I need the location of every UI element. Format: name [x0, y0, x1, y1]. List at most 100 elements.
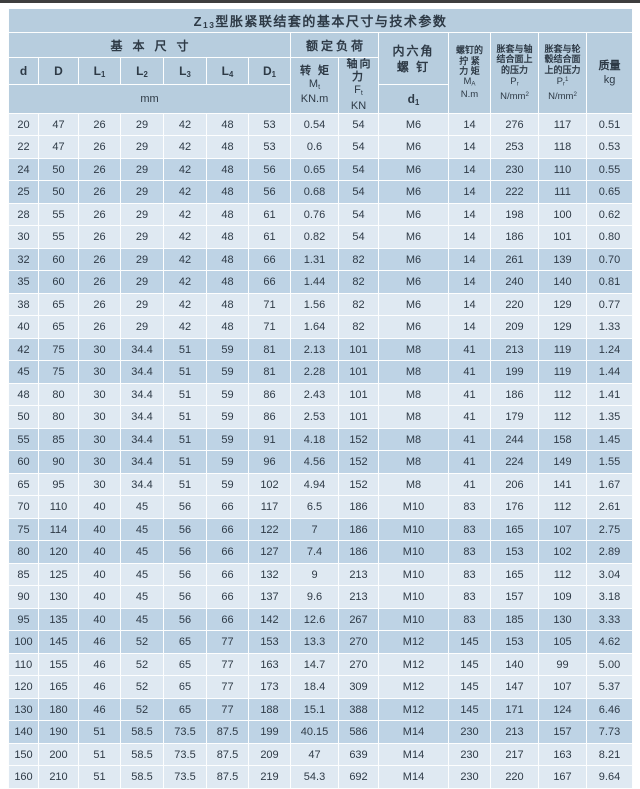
pressure-shaft-line1: 胀套与轴	[496, 43, 533, 54]
cell: 34.4	[120, 472, 164, 497]
cell: 34.4	[120, 360, 164, 384]
cell: 82	[338, 270, 379, 294]
cell: 56	[163, 607, 207, 632]
cell: 120	[38, 540, 79, 564]
col-header-D1: D1	[248, 56, 291, 86]
pressure-shaft-line3: 的压力	[500, 64, 528, 75]
cell: 65	[163, 697, 207, 722]
cell: 171	[490, 697, 539, 722]
cell: 7.73	[585, 720, 634, 744]
cell: 186	[338, 495, 379, 519]
mass-header: 质量 kg	[585, 32, 634, 114]
cell: 20	[8, 112, 39, 137]
cell: 66	[206, 585, 249, 609]
cell: M8	[378, 472, 449, 497]
cell: 52	[120, 675, 164, 699]
table-row: 24 50 26 29 42 48 56 0.65 54 M6 14 230 110 0.55	[8, 157, 634, 182]
cell: 0.65	[290, 157, 339, 182]
cell: 1.67	[585, 472, 634, 497]
cell: 13.3	[290, 630, 339, 654]
cell: 186	[338, 517, 379, 542]
cell: M10	[378, 517, 449, 542]
cell: 47	[38, 112, 79, 137]
cell: 50	[38, 180, 79, 204]
cell: M10	[378, 607, 449, 632]
table-row: 25 50 26 29 42 48 56 0.68 54 M6 14 222 111 0.65	[8, 180, 634, 204]
cell: M6	[378, 292, 449, 317]
cell: 42	[8, 337, 39, 362]
cell: 40	[78, 540, 121, 564]
cell: 82	[338, 247, 379, 272]
cell: M14	[378, 720, 449, 744]
cell: 240	[490, 270, 539, 294]
torque-symbol: Mt	[308, 77, 321, 91]
cell: 180	[38, 697, 79, 722]
table-row: 160 210 51 58.5 73.5 87.5 219 54.3 692 M14 230 220 1…	[8, 765, 634, 789]
cell: 14	[448, 202, 491, 227]
cell: 26	[78, 292, 121, 317]
cell: 47	[38, 135, 79, 159]
mass-unit: kg	[603, 73, 616, 86]
cell: 130	[38, 585, 79, 609]
cell: 186	[490, 225, 539, 249]
cell: 26	[78, 315, 121, 339]
cell: 158	[538, 427, 587, 452]
cell: 270	[338, 630, 379, 654]
cell: 119	[538, 360, 587, 384]
cell: 30	[78, 360, 121, 384]
cell: 54.3	[290, 765, 339, 789]
cell: 42	[163, 202, 207, 227]
cell: 2.75	[585, 517, 634, 542]
table-row: 45 75 30 34.4 51 59 81 2.28 101 M8 41 199 119 1.44	[8, 360, 634, 384]
cell: 59	[206, 450, 249, 474]
cell: 42	[163, 270, 207, 294]
cell: 1.33	[585, 315, 634, 339]
table-row: 42 75 30 34.4 51 59 81 2.13 101 M8 41 213 119 1.24	[8, 337, 634, 362]
cell: 5.00	[585, 652, 634, 677]
cell: 2.89	[585, 540, 634, 564]
cell: 127	[248, 540, 291, 564]
cell: 48	[206, 180, 249, 204]
cell: 53	[248, 135, 291, 159]
cell: M10	[378, 540, 449, 564]
cell: 30	[78, 427, 121, 452]
cell: M6	[378, 225, 449, 249]
cell: 173	[248, 675, 291, 699]
pressure-shaft-symbol: Pr	[510, 75, 519, 88]
cell: M10	[378, 495, 449, 519]
cell: 186	[490, 382, 539, 407]
cell: 105	[538, 630, 587, 654]
cell: 0.62	[585, 202, 634, 227]
cell: 4.56	[290, 450, 339, 474]
cell: 87.5	[206, 742, 249, 767]
mass-line1: 质量	[598, 59, 621, 72]
cell: 51	[163, 472, 207, 497]
cell: 48	[206, 202, 249, 227]
table-header: Z13型胀紧联结套的基本尺寸与技术参数 基本尺寸 额定负荷 内六角 螺 钉 螺钉…	[7, 8, 634, 114]
cell: 53	[248, 112, 291, 137]
hex-screw-line2: 螺 钉	[396, 59, 431, 74]
cell: 51	[163, 360, 207, 384]
cell: M8	[378, 360, 449, 384]
title-prefix: Z	[193, 13, 204, 29]
cell: 18.4	[290, 675, 339, 699]
cell: 48	[206, 157, 249, 182]
tightening-unit: N.m	[460, 88, 479, 100]
cell: 224	[490, 450, 539, 474]
cell: 149	[538, 450, 587, 474]
cell: 81	[248, 360, 291, 384]
hex-screw-line1: 内六角	[392, 43, 435, 58]
cell: 24	[8, 157, 39, 182]
cell: 46	[78, 652, 121, 677]
cell: 91	[248, 427, 291, 452]
cell: 14	[448, 157, 491, 182]
cell: 130	[8, 697, 39, 722]
cell: 14	[448, 247, 491, 272]
cell: 1.24	[585, 337, 634, 362]
cell: 137	[248, 585, 291, 609]
cell: 29	[120, 247, 164, 272]
table-title: Z13型胀紧联结套的基本尺寸与技术参数	[7, 8, 634, 33]
table-row: 140 190 51 58.5 73.5 87.5 199 40.15 586 M14 230 213…	[8, 720, 634, 744]
cell: 80	[38, 405, 79, 429]
